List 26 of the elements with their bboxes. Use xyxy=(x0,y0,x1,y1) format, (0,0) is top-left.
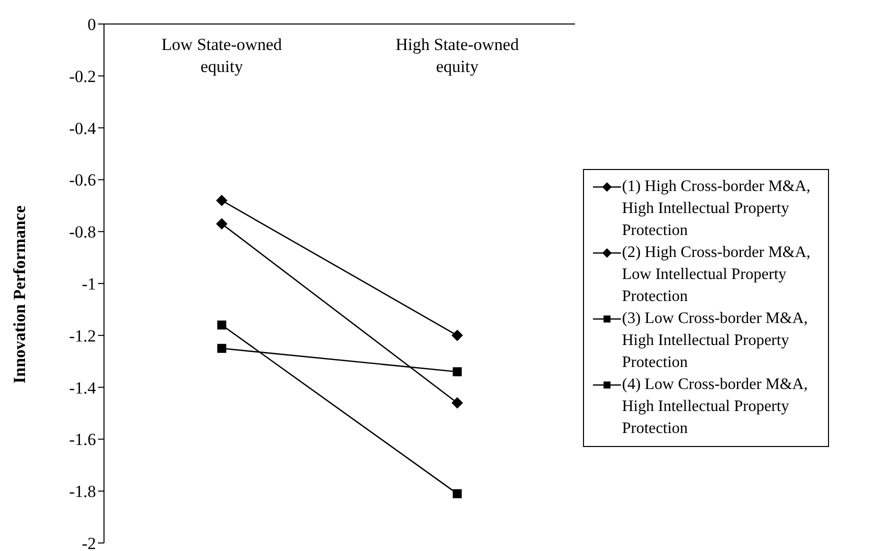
x-tick-label: Low State-owned equity xyxy=(162,35,282,76)
y-tick-label: 0 xyxy=(88,15,96,34)
y-tick-label: -0.6 xyxy=(69,170,96,190)
y-tick-label: -1.6 xyxy=(69,430,96,450)
y-tick-label: -2 xyxy=(82,534,96,551)
point xyxy=(452,489,462,498)
point xyxy=(216,194,228,206)
y-tick-label: -0.8 xyxy=(69,222,96,242)
legend-label: (4) Low Cross-border M&A, High Intellectual Property Protection xyxy=(622,374,809,438)
legend-label: (2) High Cross-border M&A, Low Intellectual Property Protection xyxy=(622,242,812,306)
y-tick-label: -0.2 xyxy=(69,66,96,86)
point xyxy=(217,344,226,353)
point xyxy=(216,218,228,230)
y-axis-title: Innovation Performance xyxy=(10,205,30,384)
legend-label: (1) High Cross-border M&A, High Intellectual Property Protection xyxy=(622,176,812,240)
y-tick-label: -1.4 xyxy=(69,378,96,398)
y-tick-label: -1.8 xyxy=(69,482,96,502)
legend-label: (3) Low Cross-border M&A, High Intellectual Property Protection xyxy=(622,308,809,372)
x-tick-label: High State-owned equity xyxy=(396,35,520,76)
point xyxy=(452,397,463,408)
point xyxy=(452,367,462,376)
y-tick-label: -1.2 xyxy=(69,326,96,346)
point xyxy=(217,320,226,330)
y-tick-label: -1 xyxy=(82,274,96,294)
y-tick-label: -0.4 xyxy=(69,118,96,138)
point xyxy=(452,330,463,341)
